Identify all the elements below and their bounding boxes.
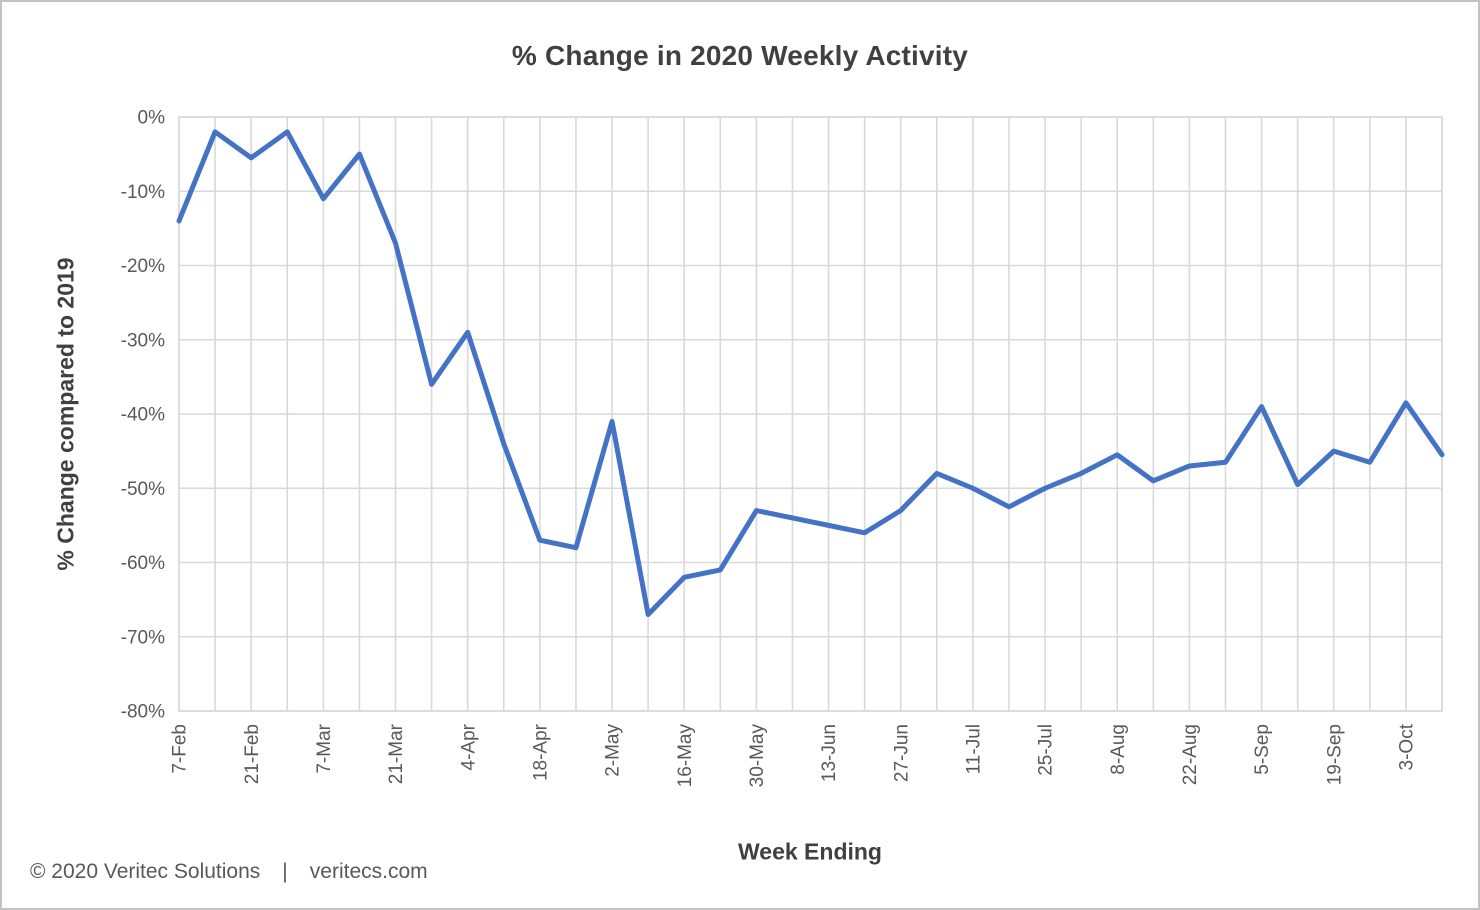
x-tick-label: 13-Jun	[819, 724, 840, 782]
y-tick-label: -80%	[121, 702, 165, 723]
y-tick-label: -20%	[121, 256, 165, 277]
x-tick-label: 8-Aug	[1108, 724, 1129, 775]
x-tick-label: 7-Mar	[314, 723, 335, 773]
x-tick-label: 30-May	[747, 724, 768, 788]
x-axis-title: Week Ending	[738, 838, 882, 865]
x-tick-label: 27-Jun	[891, 724, 912, 782]
data-line-series	[176, 129, 1445, 617]
footer: © 2020 Veritec Solutions | veritecs.com	[30, 860, 428, 884]
x-tick-label: 25-Jul	[1036, 724, 1057, 776]
y-axis-title: % Change compared to 2019	[52, 257, 79, 571]
x-tick-label: 18-Apr	[531, 723, 552, 781]
plot-border	[178, 116, 1443, 712]
footer-separator: |	[282, 860, 288, 883]
x-tick-label: 19-Sep	[1324, 724, 1345, 785]
y-tick-label: -40%	[121, 405, 165, 426]
footer-website: veritecs.com	[309, 860, 428, 883]
x-tick-label: 21-Feb	[242, 724, 263, 784]
copyright-text: © 2020 Veritec Solutions	[30, 860, 261, 883]
x-tick-label: 2-May	[603, 724, 624, 777]
x-tick-label: 16-May	[675, 724, 696, 788]
y-tick-label: -70%	[121, 627, 165, 648]
x-tick-label: 4-Apr	[458, 723, 479, 770]
x-tick-label: 5-Sep	[1252, 724, 1273, 775]
x-tick-label: 21-Mar	[386, 723, 407, 784]
x-tick-label: 22-Aug	[1180, 724, 1201, 785]
y-tick-label: -30%	[121, 330, 165, 351]
y-tick-label: 0%	[138, 108, 166, 129]
x-tick-label: 7-Feb	[170, 724, 191, 774]
y-tick-label: -10%	[121, 182, 165, 203]
x-tick-label: 3-Oct	[1397, 723, 1418, 770]
y-tick-label: -60%	[121, 553, 165, 574]
chart-title: % Change in 2020 Weekly Activity	[511, 40, 969, 71]
y-tick-label: -50%	[121, 479, 165, 500]
x-tick-label: 11-Jul	[964, 724, 985, 774]
